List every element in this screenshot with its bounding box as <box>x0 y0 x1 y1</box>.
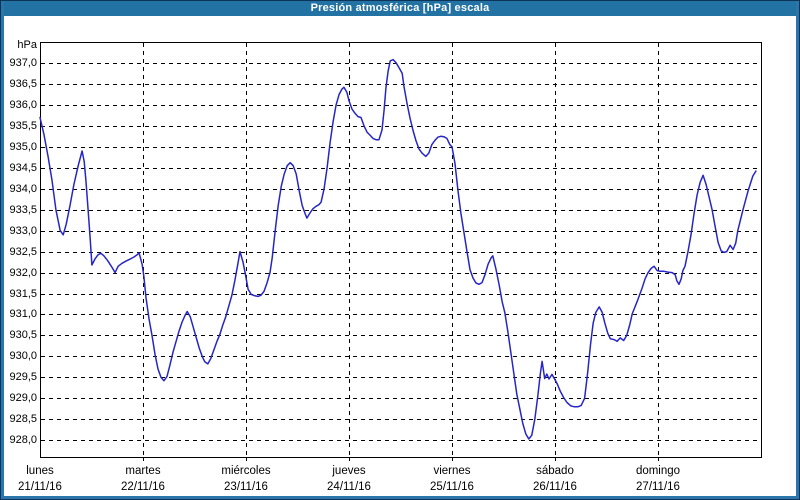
day-date: 24/11/16 <box>327 481 371 493</box>
x-axis-day-label: miércoles 23/11/16 <box>201 463 291 495</box>
day-name: sábado <box>536 465 574 477</box>
y-axis-tick-label: 935,0 <box>9 140 37 153</box>
y-axis-tick-label: 931,0 <box>9 308 37 321</box>
y-axis-tick-label: 934,5 <box>9 161 37 174</box>
y-axis-tick-label: 934,0 <box>9 182 37 195</box>
y-axis-tick-label: 928,5 <box>9 413 37 426</box>
y-axis-tick-label: 933,0 <box>9 224 37 237</box>
y-axis-tick-label: 928,0 <box>9 434 37 447</box>
plot-border <box>40 42 762 458</box>
day-date: 26/11/16 <box>533 481 577 493</box>
y-axis-tick-label: 929,5 <box>9 371 37 384</box>
y-axis-tick-label: 931,5 <box>9 287 37 300</box>
y-axis-tick-label: 937,0 <box>9 56 37 69</box>
day-name: lunes <box>26 465 54 477</box>
y-axis-tick-label: 933,5 <box>9 203 37 216</box>
day-name: martes <box>125 465 161 477</box>
y-axis-unit-label: hPa <box>17 39 37 51</box>
day-date: 27/11/16 <box>636 481 680 493</box>
x-axis-day-label: martes 22/11/16 <box>98 463 188 495</box>
y-axis-tick-label: 936,0 <box>9 98 37 111</box>
y-axis-tick-label: 935,5 <box>9 119 37 132</box>
x-axis-day-label: jueves 24/11/16 <box>304 463 394 495</box>
day-date: 21/11/16 <box>18 481 62 493</box>
window-title: Presión atmosférica [hPa] escala <box>310 2 490 14</box>
y-axis-tick-label: 932,5 <box>9 245 37 258</box>
y-axis-tick-label: 930,5 <box>9 329 37 342</box>
day-date: 23/11/16 <box>224 481 268 493</box>
day-date: 25/11/16 <box>430 481 474 493</box>
x-axis-day-label: sábado 26/11/16 <box>510 463 600 495</box>
day-name: jueves <box>332 465 366 477</box>
x-axis-day-label: lunes 21/11/16 <box>0 463 85 495</box>
day-name: domingo <box>635 465 681 477</box>
y-axis-tick-label: 936,5 <box>9 77 37 90</box>
x-axis-day-label: domingo 27/11/16 <box>613 463 703 495</box>
y-axis-tick-label: 929,0 <box>9 392 37 405</box>
day-date: 22/11/16 <box>121 481 165 493</box>
day-name: miércoles <box>221 465 271 477</box>
y-axis-tick-label: 930,0 <box>9 350 37 363</box>
pressure-series-line <box>39 58 757 440</box>
day-name: viernes <box>433 465 471 477</box>
x-axis-day-label: viernes 25/11/16 <box>407 463 497 495</box>
y-axis-tick-label: 932,0 <box>9 266 37 279</box>
